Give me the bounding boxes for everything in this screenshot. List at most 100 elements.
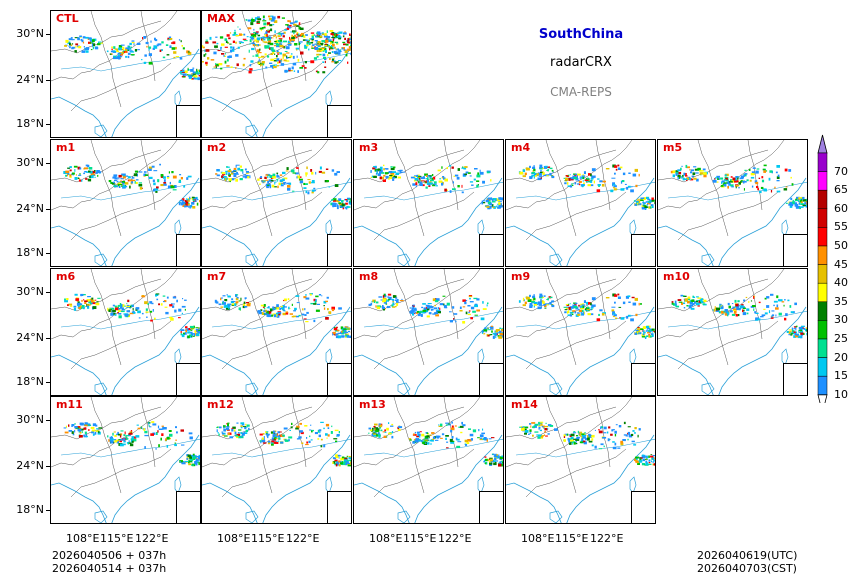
echo-cell: [621, 180, 625, 183]
echo-cell: [121, 185, 124, 187]
echo-cell: [310, 302, 315, 305]
echo-cell: [250, 22, 254, 26]
echo-cell: [382, 295, 385, 298]
echo-cell: [111, 308, 115, 310]
echo-cell: [544, 425, 549, 428]
echo-cell: [693, 177, 697, 180]
echo-cell: [280, 39, 283, 42]
echo-cell: [266, 307, 270, 309]
echo-cell: [795, 331, 797, 334]
echo-cell: [198, 462, 200, 466]
echo-cell: [304, 425, 308, 427]
echo-cell: [69, 166, 72, 169]
province-border: [221, 320, 323, 370]
echo-cell: [127, 442, 129, 445]
echo-cell: [308, 39, 310, 42]
echo-cell: [387, 299, 391, 301]
echo-cell: [746, 308, 750, 311]
colorbar-level-label: 35: [834, 294, 848, 308]
echo-cell: [243, 33, 246, 36]
echo-cell: [350, 52, 351, 56]
echo-cell: [378, 296, 383, 298]
echo-cell: [481, 330, 485, 333]
echo-cell: [446, 441, 449, 443]
echo-cell: [533, 165, 535, 168]
south-china-sea-inset: [176, 105, 200, 137]
echo-cell: [195, 196, 198, 200]
echo-cell: [776, 295, 779, 299]
echo-cell: [190, 455, 193, 458]
echo-cell: [246, 36, 249, 38]
echo-cell: [443, 303, 445, 306]
echo-cell: [315, 35, 318, 38]
echo-cell: [313, 303, 317, 305]
echo-cell: [332, 198, 337, 201]
echo-cell: [598, 429, 600, 431]
echo-cell: [130, 430, 133, 433]
echo-cell: [299, 43, 302, 45]
echo-cell: [193, 333, 196, 337]
echo-cell: [143, 428, 146, 431]
echo-cell: [235, 301, 239, 304]
echo-cell: [131, 40, 135, 42]
province-border: [291, 140, 307, 211]
echo-cell: [498, 456, 500, 459]
echo-cell: [783, 188, 788, 191]
echo-cell: [145, 41, 149, 45]
panel-m12: m12: [201, 396, 352, 524]
echo-cell: [494, 457, 497, 461]
echo-cell: [265, 66, 268, 69]
echo-cell: [316, 303, 320, 305]
echo-cell: [345, 202, 348, 205]
lat-tick: [46, 338, 50, 339]
echo-cell: [189, 335, 193, 338]
echo-cell: [540, 172, 543, 173]
echo-cell: [481, 200, 484, 202]
echo-cell: [791, 183, 794, 186]
echo-cell: [489, 205, 492, 209]
echo-cell: [78, 435, 83, 438]
echo-cell: [486, 458, 489, 462]
echo-cell: [88, 170, 91, 173]
echo-cell: [262, 433, 265, 435]
echo-cell: [602, 436, 607, 439]
echo-cell: [290, 53, 293, 55]
echo-cell: [732, 309, 736, 311]
echo-cell: [567, 303, 570, 306]
echo-cell: [589, 184, 594, 187]
echo-cell: [265, 432, 268, 435]
province-border: [595, 397, 611, 468]
echo-cell: [289, 429, 291, 431]
echo-cell: [131, 304, 134, 308]
echo-cell: [587, 437, 590, 441]
echo-cell: [133, 173, 138, 177]
echo-cell: [599, 309, 603, 312]
echo-cell: [458, 426, 460, 428]
echo-cell: [476, 298, 480, 301]
echo-cell: [635, 460, 639, 463]
echo-cell: [176, 299, 178, 302]
echo-cell: [469, 433, 474, 437]
echo-cell: [570, 436, 574, 440]
echo-cell: [751, 185, 754, 188]
echo-cell: [238, 41, 243, 43]
echo-cell: [393, 295, 396, 298]
echo-cell: [344, 50, 348, 53]
echo-cell: [314, 47, 319, 50]
echo-cell: [120, 304, 123, 308]
echo-cell: [763, 164, 767, 167]
echo-cell: [87, 178, 92, 182]
echo-cell: [336, 61, 339, 63]
echo-cell: [432, 184, 436, 187]
echo-cell: [487, 327, 489, 329]
echo-cell: [617, 164, 620, 167]
echo-cell: [650, 204, 654, 207]
echo-cell: [175, 56, 180, 58]
echo-cell: [175, 439, 177, 441]
echo-cell: [310, 60, 315, 64]
echo-cell: [291, 190, 295, 192]
echo-cell: [345, 328, 350, 330]
echo-cell: [228, 432, 230, 436]
lon-label: 108°E: [217, 532, 251, 545]
echo-cell: [454, 174, 459, 177]
